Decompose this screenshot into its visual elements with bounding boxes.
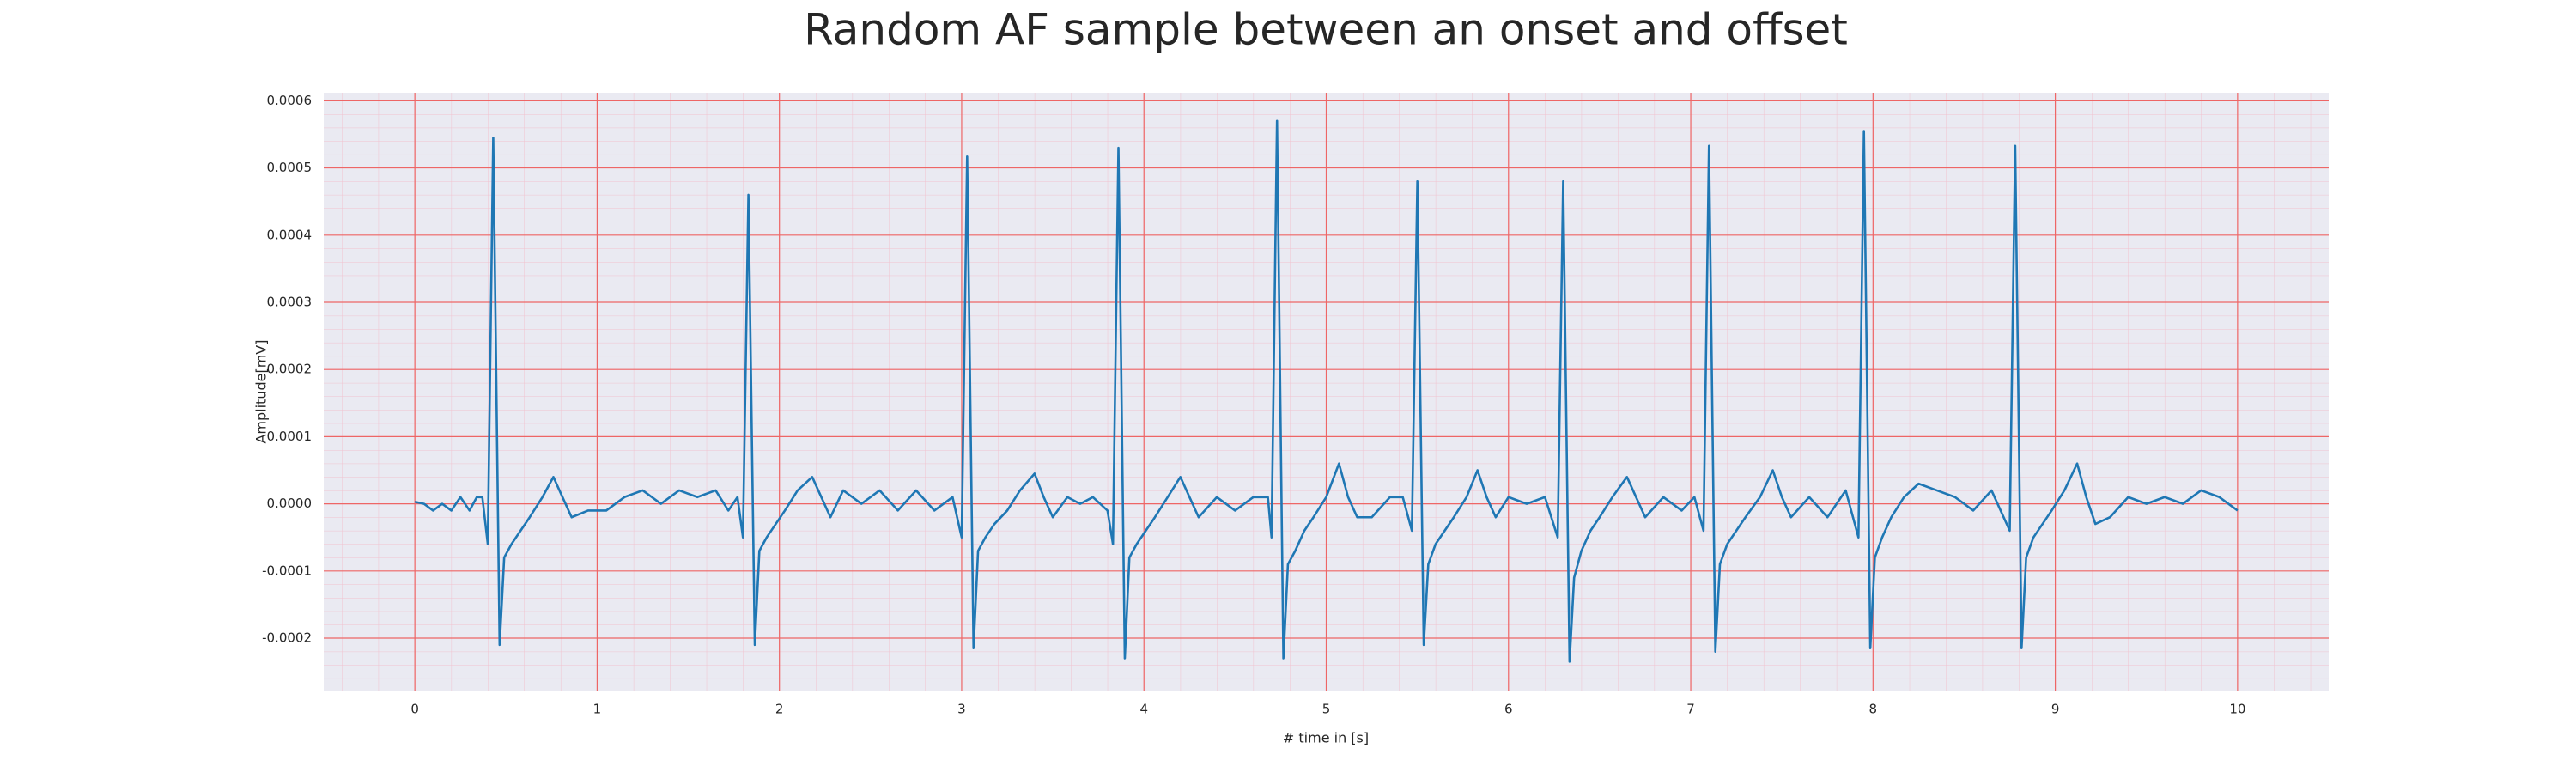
y-tick-label: 0.0006	[267, 93, 313, 108]
y-tick-label: 0.0005	[267, 160, 313, 175]
x-tick-label: 8	[1869, 702, 1878, 717]
y-tick-label: 0.0004	[267, 227, 313, 242]
x-tick-label: 10	[2229, 702, 2245, 717]
x-tick-label: 5	[1322, 702, 1331, 717]
y-tick-label: 0.0003	[267, 294, 313, 309]
y-axis-label: Amplitude[mV]	[253, 339, 270, 443]
y-tick-label: 0.0001	[267, 429, 313, 444]
data-layer	[414, 119, 2239, 663]
y-tick-label: 0.0000	[267, 496, 313, 511]
x-tick-label: 9	[2051, 702, 2060, 717]
chart-title: Random AF sample between an onset and of…	[804, 5, 1848, 55]
text-layer: Random AF sample between an onset and of…	[253, 5, 2246, 746]
x-tick-label: 2	[775, 702, 784, 717]
x-tick-label: 7	[1686, 702, 1695, 717]
y-tick-label: -0.0002	[262, 630, 312, 646]
y-tick-label: -0.0001	[262, 563, 312, 578]
x-tick-label: 4	[1139, 702, 1148, 717]
x-axis-label: # time in [s]	[1283, 730, 1369, 746]
x-tick-label: 1	[593, 702, 602, 717]
x-tick-label: 6	[1504, 702, 1513, 717]
x-tick-label: 0	[410, 702, 419, 717]
y-tick-label: 0.0002	[267, 362, 313, 377]
major-grid	[324, 93, 2329, 691]
ecg-line	[414, 119, 2239, 663]
x-tick-label: 3	[957, 702, 966, 717]
